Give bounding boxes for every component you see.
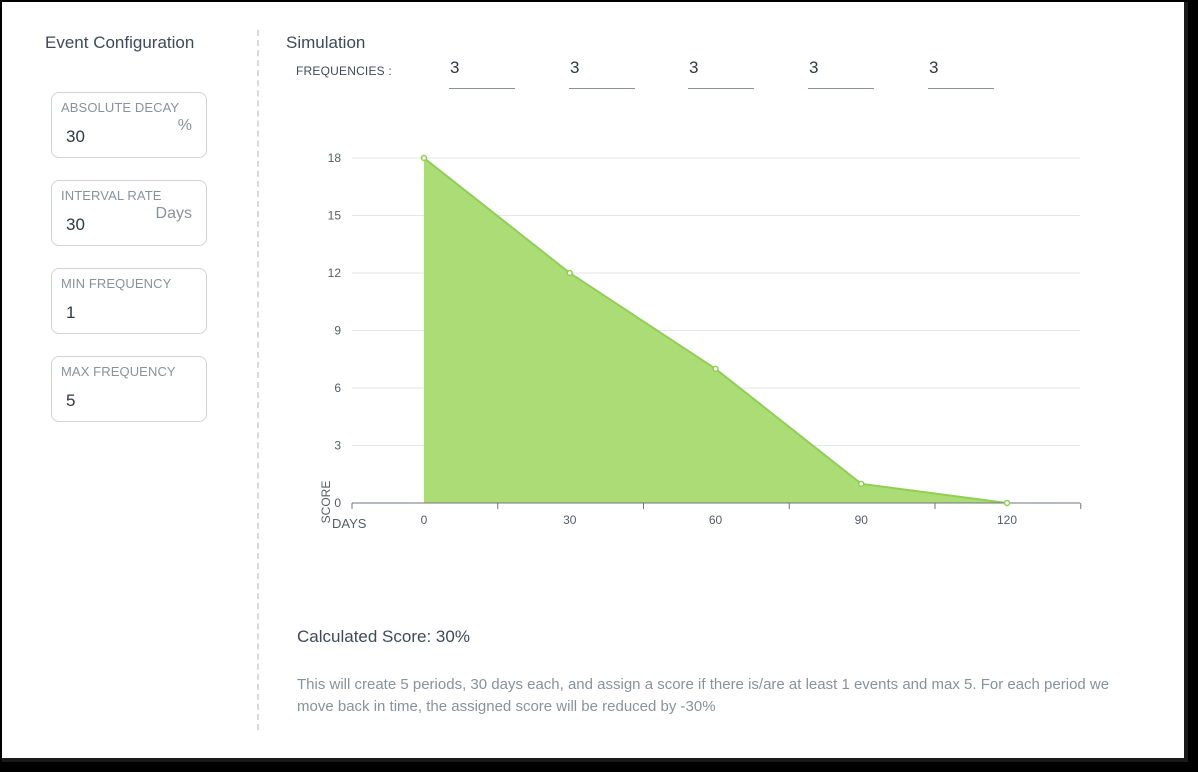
interval-rate-value[interactable]: 30 [66,215,85,234]
absolute-decay-value[interactable]: 30 [66,127,85,146]
frequencies-label: FREQUENCIES : [296,64,392,78]
score-description: This will create 5 periods, 30 days each… [297,676,1110,715]
frequency-input-4[interactable]: 3 [808,58,874,89]
frequency-input-5[interactable]: 3 [928,58,994,89]
calculated-score: Calculated Score: 30% [297,627,470,646]
max-frequency-value[interactable]: 5 [66,391,76,410]
max-frequency-label: MAX FREQUENCY [61,364,176,379]
absolute-decay-field[interactable]: ABSOLUTE DECAY 30 % [51,92,207,158]
interval-rate-label: INTERVAL RATE [61,188,162,203]
min-frequency-label: MIN FREQUENCY [61,276,172,291]
interval-rate-field[interactable]: INTERVAL RATE 30 Days [51,180,207,246]
frequency-input-1[interactable]: 3 [449,58,515,89]
frequency-input-3[interactable]: 3 [688,58,754,89]
interval-rate-unit: Days [155,205,192,222]
max-frequency-field[interactable]: MAX FREQUENCY 5 [51,356,207,422]
absolute-decay-label: ABSOLUTE DECAY [61,100,180,115]
event-configuration-title: Event Configuration [45,33,195,52]
panel-divider [257,30,259,730]
simulation-title: Simulation [286,33,366,52]
frequency-input-2[interactable]: 3 [569,58,635,89]
absolute-decay-unit: % [177,117,192,134]
min-frequency-value[interactable]: 1 [66,303,76,322]
min-frequency-field[interactable]: MIN FREQUENCY 1 [51,268,207,334]
